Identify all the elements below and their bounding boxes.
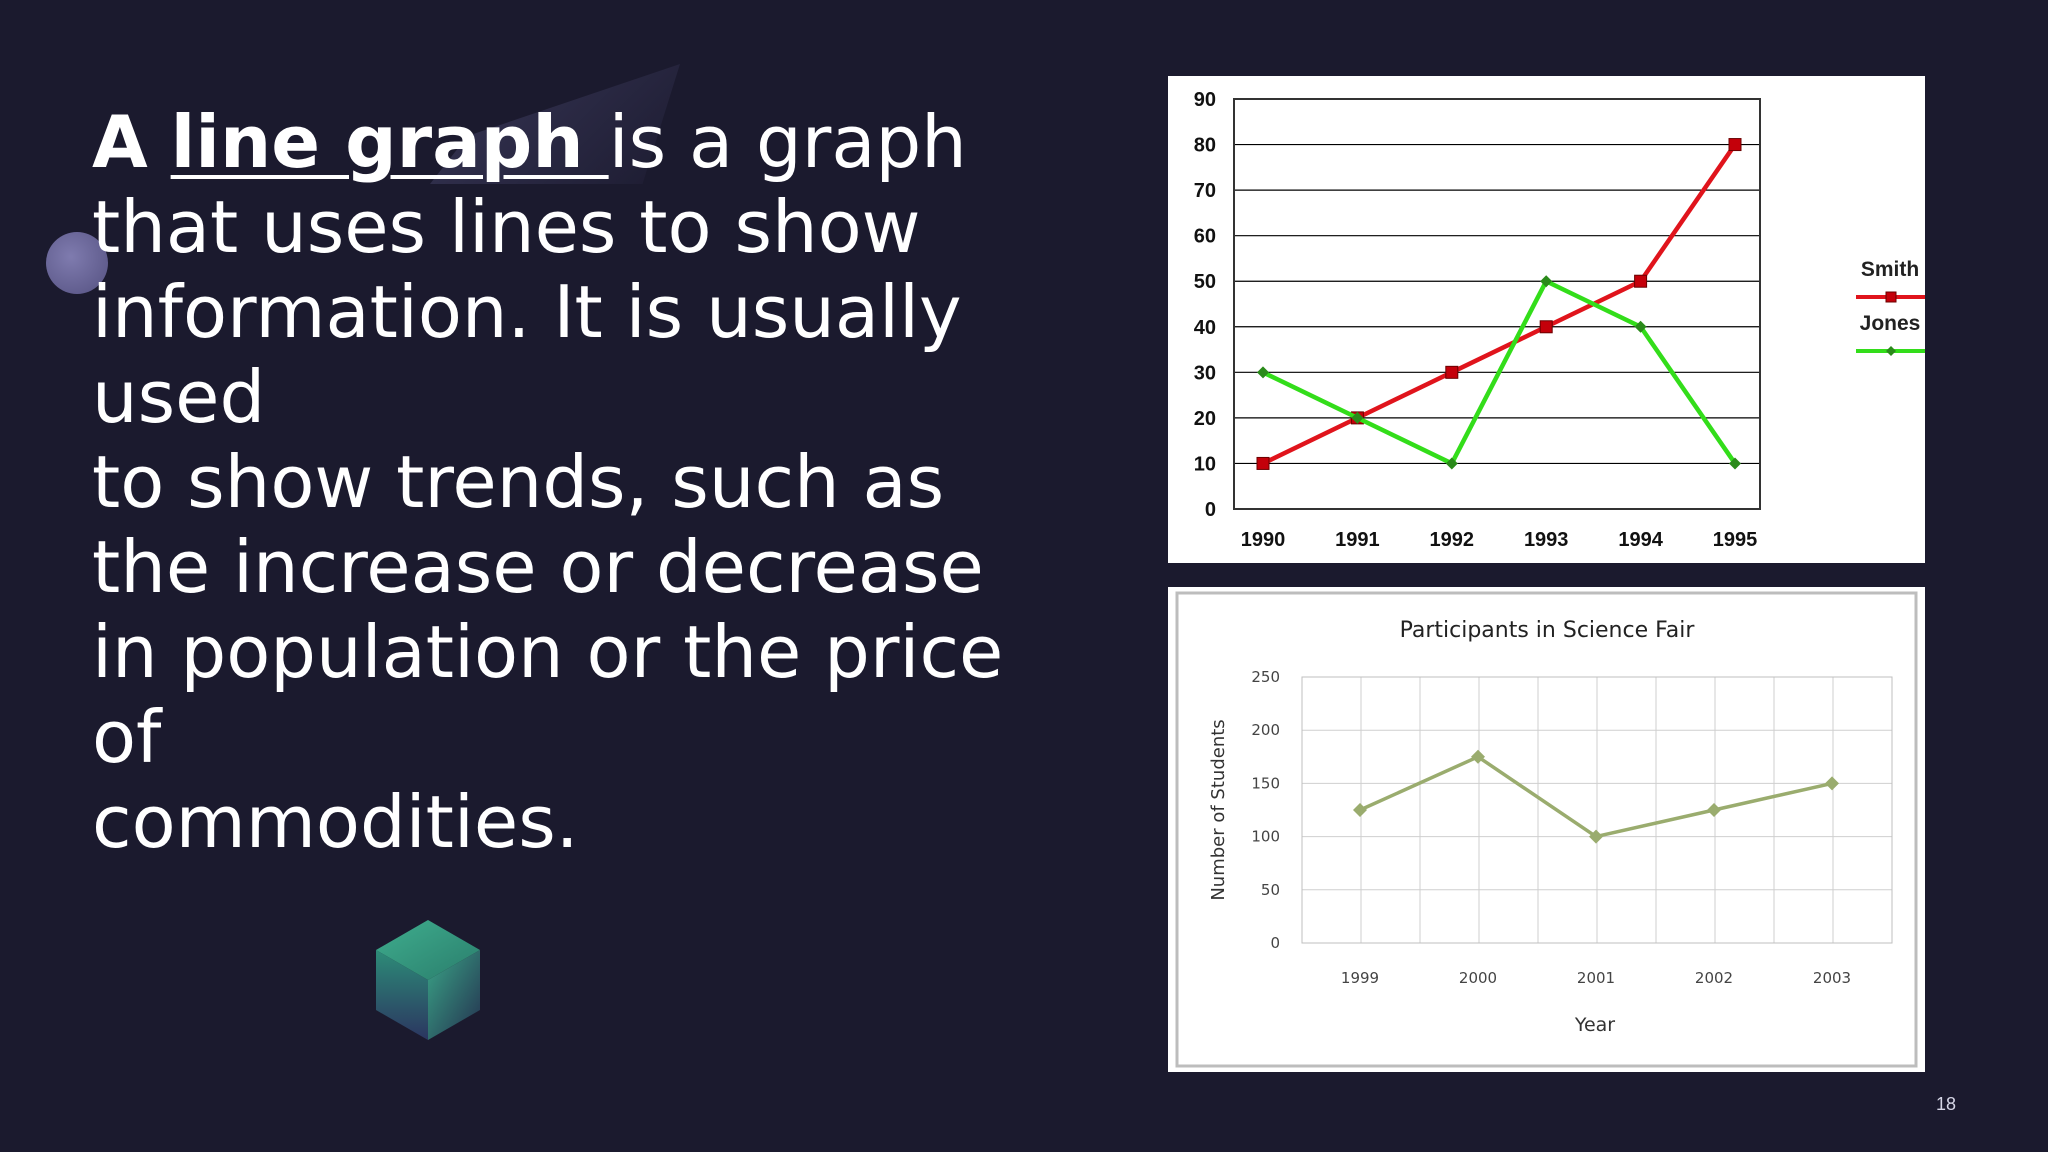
y-tick-label: 20 xyxy=(1194,408,1216,430)
x-tick-label: 1991 xyxy=(1335,529,1380,551)
plot-frame xyxy=(1301,676,1893,944)
data-point-smith xyxy=(1728,138,1742,152)
x-tick-label: 2001 xyxy=(1577,969,1615,987)
y-tick-label: 80 xyxy=(1194,135,1216,157)
data-point-jones xyxy=(1729,457,1741,470)
x-tick-label: 1993 xyxy=(1524,529,1569,551)
slide-number: 18 xyxy=(1935,1094,1956,1114)
definition-text: A line graph is a graph that uses lines … xyxy=(92,100,1042,865)
x-tick-label: 1994 xyxy=(1618,529,1663,551)
x-tick-label: 1995 xyxy=(1713,529,1758,551)
x-tick-label: 2002 xyxy=(1695,969,1733,987)
series-line-smith xyxy=(1262,143,1737,466)
x-tick-label: 1999 xyxy=(1341,969,1379,987)
y-tick-label: 10 xyxy=(1194,453,1216,475)
smith-jones-line-chart: 0 10 20 30 40 50 60 70 80 90 1990 1991 1992 1993 1994 1… xyxy=(1168,76,1925,563)
y-tick-label: 0 xyxy=(1270,934,1280,952)
data-point-smith xyxy=(1256,456,1270,470)
y-tick-label: 200 xyxy=(1251,721,1280,739)
chart-border xyxy=(1175,591,1918,1068)
science-fair-chart-svg: Participants in Science Fair 0 50 100 150 200… xyxy=(1175,591,1918,1068)
definition-body-2: to show trends, such as the increase or … xyxy=(92,440,1004,779)
x-axis-label: Year xyxy=(1574,1014,1615,1036)
chart-title: Participants in Science Fair xyxy=(1400,618,1696,643)
smith-jones-chart-svg: 0 10 20 30 40 50 60 70 80 90 1990 1991 1992 1993 1994 1… xyxy=(1194,89,1925,551)
data-point-jones xyxy=(1445,457,1458,470)
y-tick-label: 90 xyxy=(1194,89,1216,111)
data-point xyxy=(1825,776,1839,791)
data-point xyxy=(1471,749,1485,764)
data-point-smith xyxy=(1539,320,1553,334)
x-tick-label: 1990 xyxy=(1241,529,1286,551)
data-point-jones xyxy=(1257,366,1269,379)
y-axis-label: Number of Students xyxy=(1208,719,1229,900)
legend-marker-jones xyxy=(1886,346,1896,356)
definition-body-3: commodities. xyxy=(92,780,579,864)
y-tick-label: 60 xyxy=(1194,226,1216,248)
decorative-cube-icon xyxy=(376,920,480,1040)
decorative-circle xyxy=(46,232,108,294)
definition-term: line graph xyxy=(170,100,609,184)
y-tick-label: 50 xyxy=(1194,271,1216,293)
y-tick-label: 0 xyxy=(1205,499,1216,521)
series-line-jones xyxy=(1262,278,1737,466)
x-tick-label: 2003 xyxy=(1813,969,1851,987)
data-point-jones xyxy=(1634,320,1647,333)
data-point-jones xyxy=(1540,275,1553,288)
data-point-smith xyxy=(1634,274,1648,288)
data-point xyxy=(1353,803,1367,817)
definition-article: A xyxy=(92,100,148,184)
legend-marker-smith xyxy=(1885,291,1897,303)
series-line xyxy=(1359,755,1833,839)
y-tick-label: 40 xyxy=(1194,317,1216,339)
y-tick-label: 50 xyxy=(1261,881,1280,899)
y-tick-label: 30 xyxy=(1194,362,1216,384)
data-point-jones xyxy=(1351,411,1364,424)
y-tick-label: 250 xyxy=(1251,668,1280,686)
data-point xyxy=(1589,829,1603,844)
legend-label-smith: Smith xyxy=(1861,258,1919,281)
plot-frame xyxy=(1233,98,1761,510)
data-point xyxy=(1707,803,1721,817)
definition-body: is a graph that uses lines to show infor… xyxy=(92,100,967,439)
x-tick-label: 2000 xyxy=(1459,969,1497,987)
x-tick-label: 1992 xyxy=(1430,529,1475,551)
y-tick-label: 150 xyxy=(1251,774,1280,792)
data-point-smith xyxy=(1445,365,1459,379)
y-tick-label: 100 xyxy=(1251,828,1280,846)
legend-label-jones: Jones xyxy=(1860,312,1921,335)
y-tick-label: 70 xyxy=(1194,180,1216,202)
science-fair-line-chart: Participants in Science Fair 0 50 100 150 200… xyxy=(1168,587,1925,1072)
